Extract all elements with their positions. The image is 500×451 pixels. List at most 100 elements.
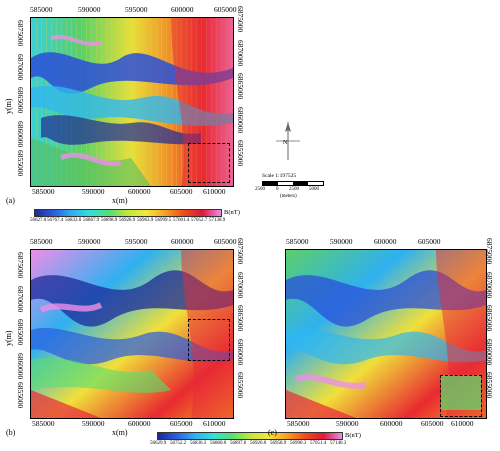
x-tick-top: 590000 xyxy=(78,237,101,246)
scale-tick: 2500 xyxy=(255,187,265,192)
panel-label: (a) xyxy=(6,196,15,205)
panel-label: (c) xyxy=(268,428,277,437)
x-tick-top: 605000 xyxy=(214,237,237,246)
x-tick-top: 595000 xyxy=(125,237,148,246)
y-tick-right: 6865000 xyxy=(236,305,245,332)
y-tick-left: 6865000 xyxy=(16,87,25,114)
colorbar-tick: 57140.3 xyxy=(330,441,347,446)
colorbar-tick: 56897.0 xyxy=(230,441,247,446)
x-tick-bottom: 585000 xyxy=(32,187,55,196)
y-tick-right: 6865000 xyxy=(236,73,245,100)
colorbar-tick: 56926.0 xyxy=(250,441,267,446)
x-tick-bottom: 600000 xyxy=(128,419,151,428)
north-label: N xyxy=(283,140,288,146)
x-tick-top: 590000 xyxy=(330,237,353,246)
x-tick-bottom: 610000 xyxy=(203,419,226,428)
y-tick-right: 6875000 xyxy=(236,238,245,265)
y-tick-left: 6860000 xyxy=(16,353,25,380)
y-tick-right: 6860000 xyxy=(236,107,245,134)
scale-tick: 2500 xyxy=(289,187,299,192)
y-tick-left: 6875000 xyxy=(16,252,25,279)
x-tick-top: 605000 xyxy=(214,5,237,14)
colorbar-tick: 56860.0 xyxy=(210,441,227,446)
scale-title: Scale 1:197525 xyxy=(262,173,297,179)
colorbar-tick: 56836.3 xyxy=(190,441,207,446)
map-c-image xyxy=(286,250,486,418)
x-axis-label: x(m) xyxy=(112,428,128,437)
colorbar-gradient xyxy=(34,209,222,217)
colorbar-tick: 56752.2 xyxy=(170,441,187,446)
y-tick-right: 6865000 xyxy=(485,305,494,332)
colorbar-tick: 57052.7 xyxy=(191,218,208,223)
x-tick-top: 600000 xyxy=(374,237,397,246)
colorbar-tick: 56867.9 xyxy=(83,218,100,223)
x-tick-top: 585000 xyxy=(30,237,53,246)
y-tick-left: 6865000 xyxy=(16,319,25,346)
colorbar-tick: 57051.4 xyxy=(310,441,327,446)
colorbar-unit: B(nT) xyxy=(224,209,240,216)
magnetic-map-b xyxy=(30,249,234,419)
y-tick-left: 6860000 xyxy=(16,121,25,148)
x-tick-bottom: 600000 xyxy=(380,419,403,428)
colorbar-tick: 56832.0 xyxy=(65,218,82,223)
y-tick-right: 6855000 xyxy=(485,372,494,399)
x-tick-top: 595000 xyxy=(125,5,148,14)
map-a-image xyxy=(31,18,233,186)
colorbar-tick: 56999.5 xyxy=(155,218,172,223)
y-axis-label: y(m) xyxy=(4,98,13,114)
x-axis-label: x(m) xyxy=(112,196,128,205)
colorbar-tick: 56629.9 xyxy=(150,441,167,446)
x-tick-top: 605000 xyxy=(418,237,441,246)
x-tick-bottom: 590000 xyxy=(82,419,105,428)
x-tick-bottom: 590000 xyxy=(82,187,105,196)
x-tick-bottom: 605000 xyxy=(170,419,193,428)
panel-label: (b) xyxy=(6,428,16,437)
x-tick-bottom: 610000 xyxy=(451,419,474,428)
x-tick-bottom: 585000 xyxy=(32,419,55,428)
x-tick-top: 585000 xyxy=(30,5,53,14)
y-tick-right: 6870000 xyxy=(236,40,245,67)
y-tick-left: 6870000 xyxy=(16,54,25,81)
x-tick-bottom: 585000 xyxy=(287,419,310,428)
x-tick-bottom: 590000 xyxy=(336,419,359,428)
colorbar-tick: 56898.9 xyxy=(101,218,118,223)
y-tick-right: 6855000 xyxy=(236,372,245,399)
scale-tick: 0 xyxy=(276,187,279,192)
x-tick-top: 600000 xyxy=(171,237,194,246)
y-tick-left: 6855000 xyxy=(16,150,25,177)
y-tick-left: 6870000 xyxy=(16,286,25,313)
colorbar-tick: 56990.3 xyxy=(290,441,307,446)
colorbar-tick: 56627.0 xyxy=(30,218,47,223)
colorbar-tick: 57001.4 xyxy=(173,218,190,223)
x-tick-bottom: 605000 xyxy=(170,187,193,196)
y-tick-right: 6870000 xyxy=(485,272,494,299)
north-arrow-icon xyxy=(276,122,300,160)
x-tick-bottom: 610000 xyxy=(203,187,226,196)
y-tick-left: 6875000 xyxy=(16,20,25,47)
x-tick-top: 585000 xyxy=(286,237,309,246)
scale-unit: (meters) xyxy=(280,194,297,199)
y-tick-right: 6860000 xyxy=(236,339,245,366)
colorbar-tick: 56958.9 xyxy=(270,441,287,446)
x-tick-top: 590000 xyxy=(78,5,101,14)
colorbar-tick: 56963.9 xyxy=(137,218,154,223)
magnetic-map-c xyxy=(285,249,487,419)
y-tick-right: 6870000 xyxy=(236,272,245,299)
y-tick-right: 6860000 xyxy=(485,339,494,366)
study-area-box xyxy=(440,375,482,417)
study-area-box xyxy=(188,319,230,361)
colorbar-tick: 56928.9 xyxy=(119,218,136,223)
colorbar-unit: B(nT) xyxy=(345,432,361,439)
scale-tick: 5000 xyxy=(309,187,319,192)
y-tick-left: 6855000 xyxy=(16,382,25,409)
y-tick-right: 6875000 xyxy=(236,6,245,33)
colorbar-gradient xyxy=(157,432,343,440)
scale-bar xyxy=(262,181,324,186)
magnetic-map-a xyxy=(30,17,234,187)
x-tick-top: 600000 xyxy=(171,5,194,14)
colorbar-tick: 57138.9 xyxy=(209,218,226,223)
colorbar-tick: 56767.4 xyxy=(47,218,64,223)
map-b-image xyxy=(31,250,233,418)
y-tick-right: 6875000 xyxy=(485,238,494,265)
x-tick-bottom: 605000 xyxy=(421,419,444,428)
